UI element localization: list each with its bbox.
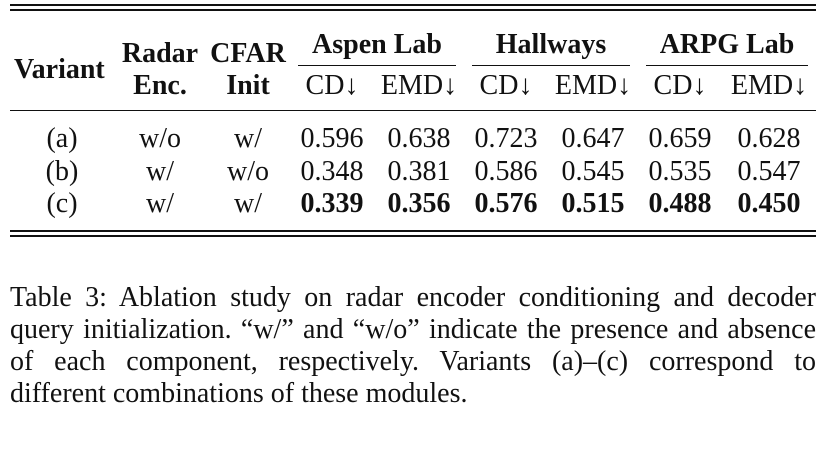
header-radar-enc: Radar Enc. [114, 11, 206, 110]
cell-variant: (c) [46, 187, 78, 219]
cell-value-best: 0.450 [737, 187, 801, 219]
metric-header-cd: CD↓ [305, 70, 359, 102]
cell-value-best: 0.339 [300, 187, 364, 219]
top-double-rule [10, 4, 816, 11]
cell-value: 0.596 [300, 123, 364, 155]
ablation-table: Variant Radar Enc. CFAR Init Aspen Lab H… [10, 4, 816, 237]
metric-header-emd: EMD↓ [730, 70, 808, 102]
cell-value: 0.638 [387, 123, 451, 155]
metric-header-emd: EMD↓ [554, 70, 632, 102]
cell-value-best: 0.576 [474, 187, 538, 219]
header-cfar-init-line1: CFAR [210, 37, 286, 69]
table-row: (b) w/ w/o 0.348 0.381 0.586 0.545 0.535… [10, 156, 816, 188]
header-group-hallways: Hallways [464, 11, 638, 67]
cell-value: 0.545 [561, 155, 625, 187]
metric-header-cd: CD↓ [479, 70, 533, 102]
header-group-aspen-lab: Aspen Lab [290, 11, 464, 67]
bottom-double-rule [10, 229, 816, 237]
cell-value: 0.381 [387, 155, 451, 187]
cell-variant: (a) [46, 123, 78, 155]
cell-variant: (b) [45, 155, 79, 187]
header-variant: Variant [14, 53, 105, 85]
cell-value-best: 0.356 [387, 187, 451, 219]
cell-value: 0.659 [648, 123, 712, 155]
table-row: (a) w/o w/ 0.596 0.638 0.723 0.647 0.659… [10, 111, 816, 155]
cell-value: 0.586 [474, 155, 538, 187]
metric-header-cd: CD↓ [653, 70, 707, 102]
cell-cfar-init: w/ [234, 187, 262, 219]
header-group-arpg-lab: ARPG Lab [638, 11, 816, 67]
header-radar-enc-line2: Enc. [133, 69, 187, 101]
cell-cfar-init: w/ [234, 123, 262, 155]
cell-value-best: 0.515 [561, 187, 625, 219]
cell-cfar-init: w/o [227, 155, 269, 187]
cell-radar-enc: w/ [146, 187, 174, 219]
header-cfar-init-line2: Init [226, 69, 270, 101]
table-row: (c) w/ w/ 0.339 0.356 0.576 0.515 0.488 … [10, 188, 816, 230]
cell-value: 0.723 [474, 123, 538, 155]
header-rule [10, 110, 816, 112]
metric-header-emd: EMD↓ [380, 70, 458, 102]
cell-value-best: 0.488 [648, 187, 712, 219]
header-radar-enc-line1: Radar [121, 37, 199, 69]
cell-radar-enc: w/ [146, 155, 174, 187]
cell-value: 0.348 [300, 155, 364, 187]
cell-value: 0.547 [737, 155, 801, 187]
cell-value: 0.535 [648, 155, 712, 187]
table-caption: Table 3: Ablation study on radar encoder… [10, 282, 816, 409]
results-table: Variant Radar Enc. CFAR Init Aspen Lab H… [10, 11, 816, 230]
cell-value: 0.647 [561, 123, 625, 155]
header-cfar-init: CFAR Init [206, 11, 290, 110]
cell-radar-enc: w/o [139, 123, 181, 155]
cell-value: 0.628 [737, 123, 801, 155]
